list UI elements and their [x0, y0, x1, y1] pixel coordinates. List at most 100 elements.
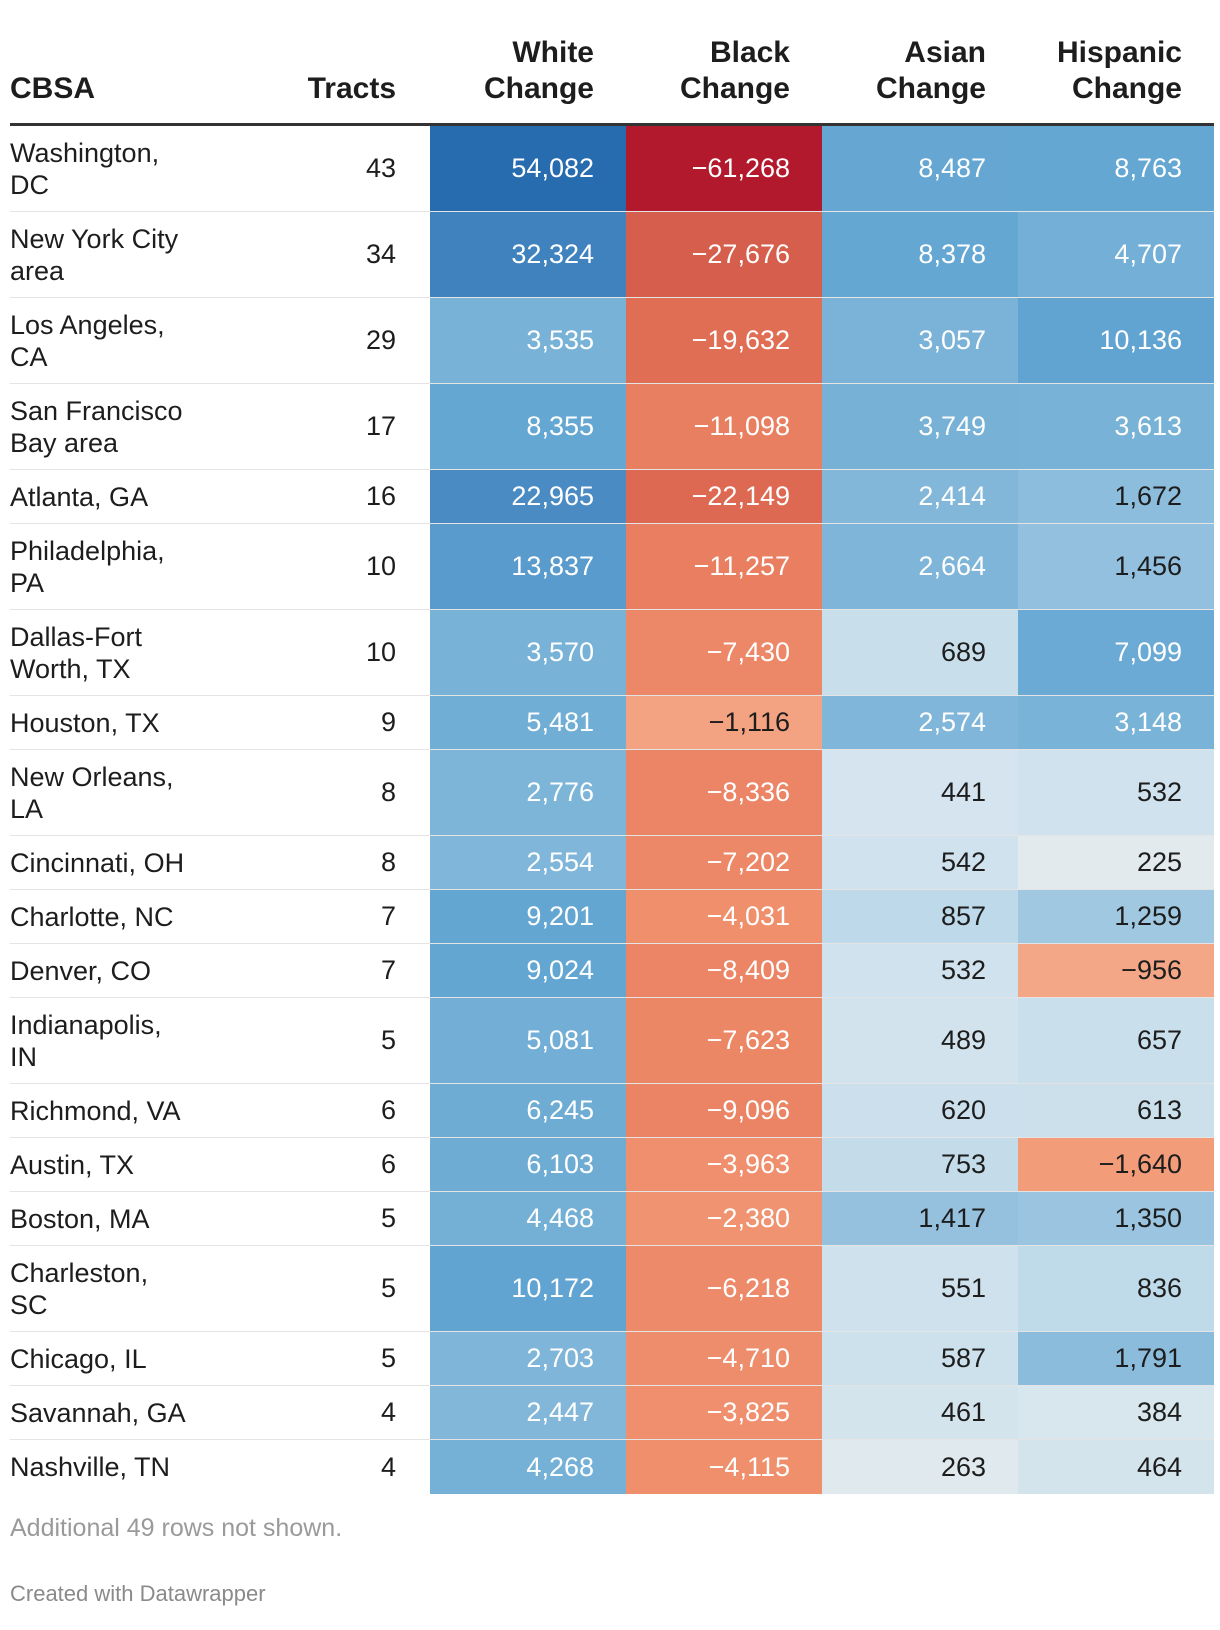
asian-change-cell: 857	[822, 890, 1018, 943]
cbsa-name: Nashville, TN	[10, 1452, 171, 1482]
header-tracts[interactable]: Tracts	[307, 72, 396, 105]
cbsa-cell: New York City area	[10, 212, 270, 297]
header-asian-line2: Change	[875, 72, 986, 105]
cbsa-cell: Denver, CO	[10, 944, 270, 997]
white-change-cell: 9,024	[430, 944, 626, 997]
tracts-cell: 5	[380, 1203, 396, 1233]
black-change-cell: −7,623	[626, 998, 822, 1083]
cbsa-cell: Indianapolis, IN	[10, 998, 270, 1083]
white-change-cell: 13,837	[430, 524, 626, 609]
black-change-cell: −1,116	[626, 696, 822, 749]
table-row: Nashville, TN 4 4,268 −4,115 263 464	[10, 1440, 1214, 1494]
table-row: Richmond, VA 6 6,245 −9,096 620 613	[10, 1084, 1214, 1138]
hispanic-change-cell: 657	[1018, 998, 1214, 1083]
cbsa-name: Cincinnati, OH	[10, 847, 185, 878]
cbsa-name: Los Angeles, CA	[10, 309, 165, 372]
cbsa-cell: Charlotte, NC	[10, 890, 270, 943]
table-row: Savannah, GA 4 2,447 −3,825 461 384	[10, 1386, 1214, 1440]
tracts-cell: 43	[365, 153, 396, 183]
white-change-cell: 2,447	[430, 1386, 626, 1439]
hispanic-change-cell: 3,613	[1018, 384, 1214, 469]
tracts-cell: 34	[365, 239, 396, 269]
tracts-cell: 9	[380, 707, 396, 737]
tracts-cell: 4	[380, 1397, 396, 1427]
black-change-cell: −11,257	[626, 524, 822, 609]
cbsa-name: Philadelphia, PA	[10, 535, 165, 598]
table-row: Austin, TX 6 6,103 −3,963 753 −1,640	[10, 1138, 1214, 1192]
cbsa-name: Dallas-Fort Worth, TX	[10, 621, 143, 684]
black-change-cell: −3,825	[626, 1386, 822, 1439]
cbsa-name: New Orleans, LA	[10, 761, 174, 824]
table-row: Atlanta, GA 16 22,965 −22,149 2,414 1,672	[10, 470, 1214, 524]
asian-change-cell: 753	[822, 1138, 1018, 1191]
cbsa-name: Chicago, IL	[10, 1343, 147, 1374]
header-white-change[interactable]: White Change	[430, 35, 626, 123]
hispanic-change-cell: −956	[1018, 944, 1214, 997]
tracts-cell: 17	[365, 411, 396, 441]
cbsa-cell: Savannah, GA	[10, 1386, 270, 1439]
cbsa-cell: San Francisco Bay area	[10, 384, 270, 469]
header-cbsa[interactable]: CBSA	[10, 72, 96, 105]
hispanic-change-cell: 464	[1018, 1440, 1214, 1494]
cbsa-cell: Houston, TX	[10, 696, 270, 749]
cbsa-name: Richmond, VA	[10, 1095, 181, 1126]
asian-change-cell: 2,574	[822, 696, 1018, 749]
tracts-cell: 5	[380, 1025, 396, 1055]
black-change-cell: −7,430	[626, 610, 822, 695]
hispanic-change-cell: 613	[1018, 1084, 1214, 1137]
asian-change-cell: 620	[822, 1084, 1018, 1137]
tracts-cell: 5	[380, 1343, 396, 1373]
asian-change-cell: 2,414	[822, 470, 1018, 523]
table-row: Houston, TX 9 5,481 −1,116 2,574 3,148	[10, 696, 1214, 750]
white-change-cell: 5,081	[430, 998, 626, 1083]
table-body: Washington, DC 43 54,082 −61,268 8,487 8,763 N…	[10, 126, 1214, 1494]
tracts-cell: 6	[380, 1095, 396, 1125]
cbsa-name: Austin, TX	[10, 1149, 135, 1180]
tracts-cell: 8	[380, 777, 396, 807]
cbsa-cell: Chicago, IL	[10, 1332, 270, 1385]
cbsa-cell: Charleston, SC	[10, 1246, 270, 1331]
asian-change-cell: 441	[822, 750, 1018, 835]
black-change-cell: −19,632	[626, 298, 822, 383]
hispanic-change-cell: 1,791	[1018, 1332, 1214, 1385]
asian-change-cell: 8,487	[822, 126, 1018, 211]
cbsa-name: Charleston, SC	[10, 1257, 149, 1320]
white-change-cell: 4,468	[430, 1192, 626, 1245]
header-hispanic-line2: Change	[1071, 72, 1182, 105]
black-change-cell: −61,268	[626, 126, 822, 211]
hispanic-change-cell: 8,763	[1018, 126, 1214, 211]
rows-hidden-note: Additional 49 rows not shown.	[10, 1514, 343, 1542]
white-change-cell: 10,172	[430, 1246, 626, 1331]
cbsa-cell: Washington, DC	[10, 126, 270, 211]
header-black-change[interactable]: Black Change	[626, 35, 822, 123]
header-asian-change[interactable]: Asian Change	[822, 35, 1018, 123]
tracts-cell: 7	[380, 955, 396, 985]
table-row: New York City area 34 32,324 −27,676 8,378 4,…	[10, 212, 1214, 298]
white-change-cell: 2,776	[430, 750, 626, 835]
cbsa-name: Atlanta, GA	[10, 481, 149, 512]
tracts-cell: 8	[380, 847, 396, 877]
header-hispanic-change[interactable]: Hispanic Change	[1018, 35, 1214, 123]
table-row: Chicago, IL 5 2,703 −4,710 587 1,791	[10, 1332, 1214, 1386]
hispanic-change-cell: −1,640	[1018, 1138, 1214, 1191]
hispanic-change-cell: 1,456	[1018, 524, 1214, 609]
white-change-cell: 9,201	[430, 890, 626, 943]
table-row: New Orleans, LA 8 2,776 −8,336 441 532	[10, 750, 1214, 836]
tracts-cell: 10	[365, 551, 396, 581]
cbsa-name: Houston, TX	[10, 707, 160, 738]
asian-change-cell: 551	[822, 1246, 1018, 1331]
cbsa-cell: Richmond, VA	[10, 1084, 270, 1137]
hispanic-change-cell: 384	[1018, 1386, 1214, 1439]
cbsa-name: Charlotte, NC	[10, 901, 174, 932]
tracts-cell: 7	[380, 901, 396, 931]
table-row: Boston, MA 5 4,468 −2,380 1,417 1,350	[10, 1192, 1214, 1246]
black-change-cell: −4,031	[626, 890, 822, 943]
hispanic-change-cell: 3,148	[1018, 696, 1214, 749]
white-change-cell: 3,535	[430, 298, 626, 383]
table-row: Washington, DC 43 54,082 −61,268 8,487 8,763	[10, 126, 1214, 212]
hispanic-change-cell: 1,259	[1018, 890, 1214, 943]
header-hispanic-line1: Hispanic	[1056, 36, 1182, 69]
black-change-cell: −4,115	[626, 1440, 822, 1494]
asian-change-cell: 1,417	[822, 1192, 1018, 1245]
cbsa-cell: Cincinnati, OH	[10, 836, 270, 889]
